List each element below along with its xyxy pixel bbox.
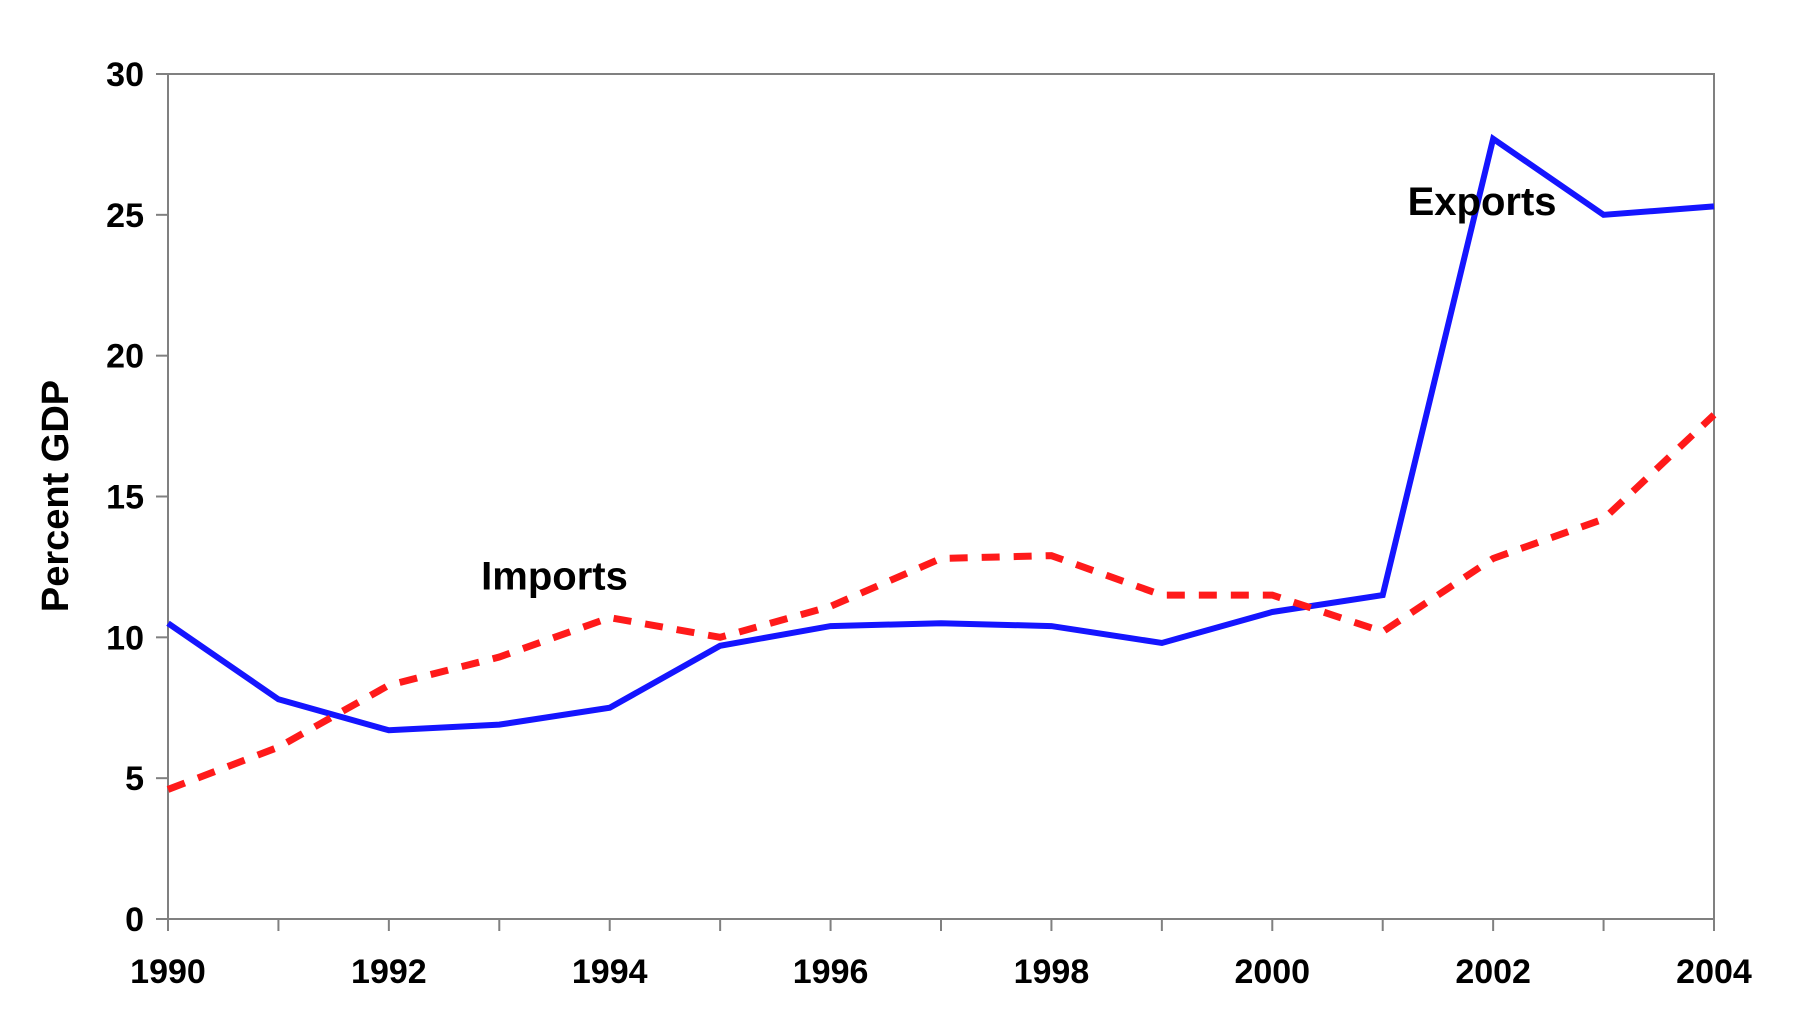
x-tick-label: 2004 [1676,953,1752,991]
annotation-layer: Exports Imports [481,180,1556,599]
imports-annotation: Imports [481,554,628,598]
y-tick-label: 20 [106,338,144,376]
y-tick-label: 5 [125,760,144,798]
y-tick-label: 0 [125,901,144,939]
y-tick-label: 10 [106,619,144,657]
x-axis-ticks: 1990 1992 1994 1996 1998 2000 2002 2004 [130,919,1752,991]
y-axis-ticks: 0 5 10 15 20 25 30 [106,56,168,939]
y-tick-label: 30 [106,56,144,94]
x-tick-label: 2000 [1234,953,1310,991]
x-tick-label: 1996 [793,953,869,991]
series-layer [166,133,1717,793]
x-tick-label: 1998 [1014,953,1090,991]
y-tick-label: 15 [106,479,144,517]
y-axis-title: Percent GDP [35,380,77,612]
x-tick-label: 2002 [1455,953,1531,991]
x-tick-label: 1990 [130,953,206,991]
exports-line [166,133,1715,734]
exports-annotation: Exports [1408,180,1557,224]
plot-area [167,73,1715,920]
x-tick-label: 1992 [351,953,427,991]
y-tick-label: 25 [106,197,144,235]
x-tick-label: 1994 [572,953,648,991]
